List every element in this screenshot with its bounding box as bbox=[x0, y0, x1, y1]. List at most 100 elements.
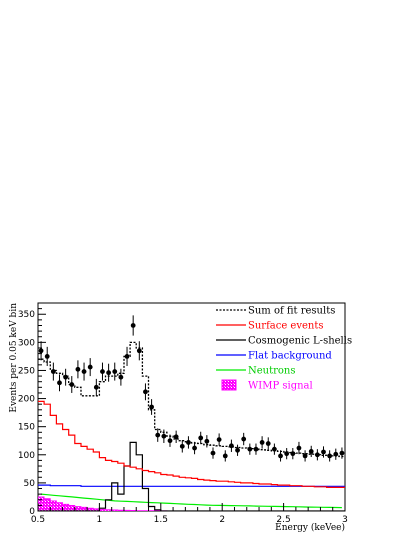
data-marker bbox=[124, 354, 130, 359]
data-marker bbox=[296, 445, 302, 451]
data-point bbox=[253, 443, 259, 455]
data-point bbox=[186, 436, 191, 449]
data-marker bbox=[210, 450, 216, 456]
data-point bbox=[57, 374, 62, 392]
data-point bbox=[106, 363, 112, 382]
data-marker bbox=[155, 432, 161, 438]
data-marker bbox=[186, 440, 191, 445]
data-point bbox=[192, 441, 197, 455]
data-marker bbox=[192, 445, 197, 451]
data-point bbox=[118, 368, 124, 386]
data-point bbox=[321, 446, 326, 458]
data-point bbox=[327, 450, 333, 462]
axis-ticks: 0.5 1 1.5 2 2.5 3 0 50 100 150 200 250 300 350 bbox=[18, 308, 348, 525]
data-point bbox=[259, 436, 265, 449]
data-point bbox=[198, 431, 204, 445]
data-marker bbox=[259, 440, 265, 445]
data-marker bbox=[327, 453, 333, 459]
legend-item-wimp-signal: WIMP signal bbox=[221, 379, 313, 392]
data-point bbox=[235, 444, 240, 456]
data-marker bbox=[253, 446, 259, 452]
data-point bbox=[75, 360, 81, 379]
data-point bbox=[63, 368, 69, 386]
data-point bbox=[155, 428, 161, 442]
data-marker bbox=[339, 450, 345, 456]
legend-item-neutrons: Neutrons bbox=[216, 366, 296, 377]
data-point bbox=[179, 440, 185, 453]
series-group bbox=[38, 315, 345, 511]
data-marker bbox=[130, 323, 136, 328]
data-marker bbox=[222, 453, 228, 459]
legend-item-flat-background: Flat background bbox=[216, 351, 332, 362]
data-point bbox=[93, 378, 99, 396]
data-marker bbox=[314, 452, 320, 458]
legend-item-cosmogenic-l-shells: Cosmogenic L-shells bbox=[216, 336, 352, 347]
legend-label: Flat background bbox=[248, 351, 332, 362]
data-point bbox=[143, 383, 148, 401]
x-axis-title: Energy (keVee) bbox=[275, 522, 345, 533]
data-point bbox=[81, 362, 87, 381]
data-marker bbox=[278, 453, 283, 459]
y-tick-label: 150 bbox=[18, 423, 35, 433]
x-tick-label: 2.5 bbox=[276, 515, 290, 525]
data-marker bbox=[302, 453, 308, 459]
data-marker bbox=[44, 354, 50, 359]
data-point bbox=[339, 447, 345, 459]
data-point bbox=[284, 448, 290, 460]
y-tick-label: 300 bbox=[18, 338, 35, 348]
data-point bbox=[241, 432, 247, 446]
data-point bbox=[149, 399, 154, 415]
data-marker bbox=[204, 438, 210, 444]
data-point bbox=[265, 437, 271, 450]
data-marker bbox=[50, 369, 56, 374]
data-point bbox=[124, 346, 130, 366]
data-marker bbox=[118, 374, 124, 380]
y-tick-label: 350 bbox=[18, 310, 35, 320]
data-point bbox=[216, 433, 222, 446]
data-marker bbox=[87, 364, 93, 370]
data-marker bbox=[69, 382, 75, 387]
data-marker bbox=[93, 384, 99, 390]
legend-label: Cosmogenic L-shells bbox=[248, 336, 352, 347]
data-point bbox=[290, 448, 296, 460]
data-marker bbox=[112, 369, 118, 374]
data-marker bbox=[308, 449, 314, 454]
data-marker bbox=[161, 433, 167, 439]
data-point bbox=[308, 445, 314, 458]
data-marker bbox=[100, 369, 105, 374]
series-surface-events bbox=[38, 400, 345, 488]
data-marker bbox=[179, 443, 185, 449]
y-tick-label: 50 bbox=[24, 479, 36, 489]
data-marker bbox=[229, 443, 234, 449]
data-marker bbox=[216, 437, 222, 443]
data-marker bbox=[106, 370, 112, 376]
data-point bbox=[44, 346, 50, 366]
y-tick-label: 250 bbox=[18, 366, 35, 376]
data-point bbox=[296, 441, 302, 455]
data-marker bbox=[136, 348, 142, 354]
plot-frame bbox=[37, 302, 346, 512]
y-tick-label: 0 bbox=[29, 507, 35, 517]
data-marker bbox=[57, 380, 62, 386]
y-axis-title: Events per 0.05 keV bin bbox=[9, 303, 19, 413]
y-tick-label: 100 bbox=[18, 451, 35, 461]
data-marker bbox=[265, 441, 271, 446]
legend-item-sum-of-fit-results: Sum of fit results bbox=[216, 306, 335, 317]
data-point bbox=[100, 362, 105, 381]
data-marker bbox=[143, 389, 148, 395]
data-point bbox=[50, 362, 56, 381]
data-point bbox=[167, 434, 173, 447]
data-marker bbox=[271, 446, 277, 452]
data-marker bbox=[173, 434, 179, 440]
data-marker bbox=[63, 374, 69, 380]
data-point bbox=[38, 341, 44, 361]
data-point bbox=[333, 448, 339, 460]
legend-item-surface-events: Surface events bbox=[216, 321, 324, 332]
plot-area bbox=[37, 302, 346, 512]
data-point bbox=[136, 341, 142, 361]
data-point bbox=[130, 315, 136, 336]
data-marker bbox=[284, 451, 290, 457]
data-marker bbox=[321, 449, 326, 455]
data-marker bbox=[149, 404, 154, 410]
